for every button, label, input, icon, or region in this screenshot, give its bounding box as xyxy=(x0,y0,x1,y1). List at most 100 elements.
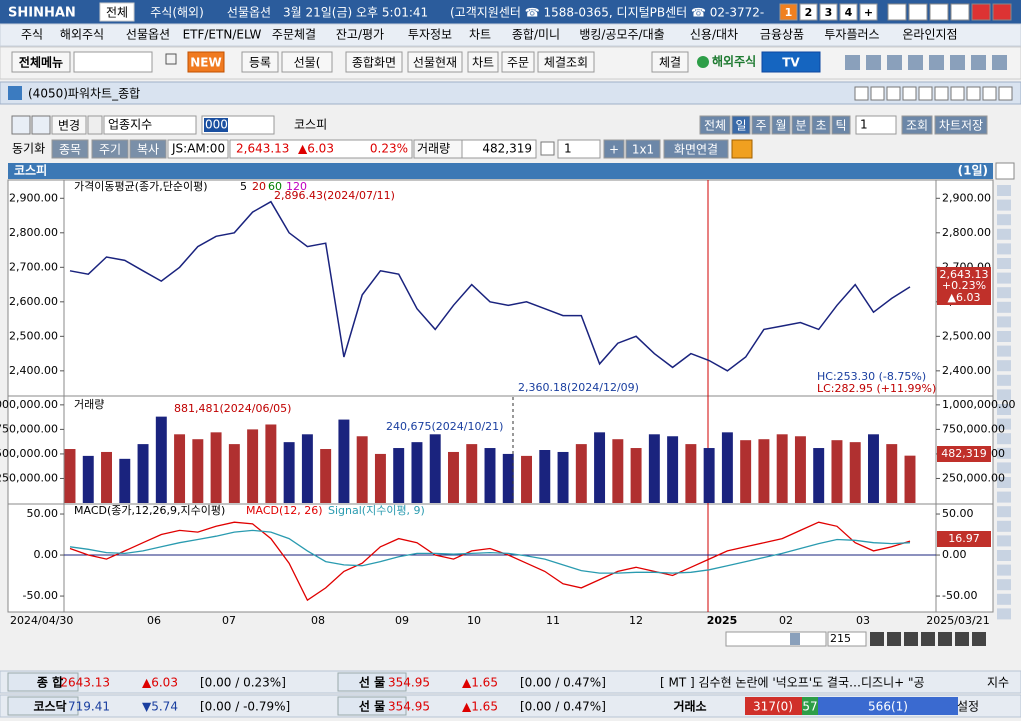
button-label[interactable]: 일 xyxy=(735,119,746,133)
scroll-button[interactable] xyxy=(955,632,969,646)
window-button[interactable] xyxy=(870,86,885,101)
menu-item[interactable]: 해외주식 xyxy=(60,28,104,42)
menu-item[interactable]: 주문체결 xyxy=(272,28,316,42)
window-icon[interactable] xyxy=(992,3,1012,21)
button[interactable] xyxy=(281,51,333,73)
window-button[interactable] xyxy=(950,86,965,101)
button[interactable] xyxy=(241,51,279,73)
scroll-button[interactable] xyxy=(921,632,935,646)
button[interactable] xyxy=(501,51,535,73)
side-tool[interactable] xyxy=(997,535,1011,547)
scroll-button[interactable] xyxy=(938,632,952,646)
button-label[interactable]: 초 xyxy=(815,119,826,133)
side-tool[interactable] xyxy=(997,462,1011,474)
side-tool[interactable] xyxy=(997,185,1011,196)
scroll-button[interactable] xyxy=(904,632,918,646)
button[interactable] xyxy=(771,115,791,135)
tool-icon[interactable] xyxy=(929,55,944,70)
menu-item[interactable]: 잔고/평가 xyxy=(336,28,384,42)
menu-item[interactable]: 온라인지점 xyxy=(902,28,957,42)
icon-button[interactable] xyxy=(31,115,51,135)
side-tool[interactable] xyxy=(997,316,1011,328)
button-label[interactable]: 화면연결 xyxy=(674,143,718,157)
button-label[interactable]: 종목 xyxy=(59,143,81,157)
button-label[interactable]: 월 xyxy=(775,119,786,133)
button-label[interactable]: 차트저장 xyxy=(939,119,983,133)
button[interactable] xyxy=(345,51,403,73)
menu-item[interactable]: 투자플러스 xyxy=(824,28,879,42)
button-label[interactable]: 체결 xyxy=(659,56,681,70)
button[interactable] xyxy=(799,3,818,21)
button[interactable] xyxy=(603,139,625,159)
button[interactable] xyxy=(187,51,225,73)
side-tool[interactable] xyxy=(997,258,1011,269)
menu-item[interactable]: 종합/미니 xyxy=(512,28,560,42)
window-icon[interactable] xyxy=(971,3,991,21)
button-label[interactable]: 3 xyxy=(825,6,833,19)
window-icon[interactable] xyxy=(950,3,970,21)
menu-item[interactable]: 투자정보 xyxy=(408,28,452,42)
status-text[interactable]: 317(0) xyxy=(753,700,793,714)
button-label[interactable]: NEW xyxy=(190,56,221,70)
side-tool[interactable] xyxy=(997,243,1011,255)
side-tool[interactable] xyxy=(997,491,1011,503)
window-icon[interactable] xyxy=(929,3,949,21)
button[interactable] xyxy=(901,115,933,135)
dropdown[interactable] xyxy=(87,115,103,135)
button-label[interactable]: + xyxy=(864,6,873,19)
button-label[interactable]: 주문 xyxy=(507,56,529,70)
button-label[interactable]: 전체메뉴 xyxy=(19,55,63,70)
side-tool[interactable] xyxy=(997,301,1011,313)
menu-item[interactable]: 차트 xyxy=(469,28,491,42)
select[interactable] xyxy=(557,139,601,159)
side-tool[interactable] xyxy=(997,287,1011,299)
side-tool[interactable] xyxy=(997,360,1011,372)
button-label[interactable]: 전체 xyxy=(704,119,726,133)
side-tool[interactable] xyxy=(997,608,1011,620)
button[interactable] xyxy=(731,115,751,135)
menu-item[interactable]: 금융상품 xyxy=(760,28,804,42)
side-tool[interactable] xyxy=(997,564,1011,576)
button[interactable] xyxy=(129,139,167,159)
button[interactable] xyxy=(537,51,595,73)
side-tool[interactable] xyxy=(997,520,1011,532)
pen-button[interactable] xyxy=(731,139,753,159)
side-tool[interactable] xyxy=(997,550,1011,561)
side-tool[interactable] xyxy=(997,374,1011,386)
side-tool[interactable] xyxy=(997,404,1011,415)
button[interactable] xyxy=(791,115,811,135)
button[interactable] xyxy=(467,51,499,73)
tab-label[interactable]: 선물옵션 xyxy=(227,6,271,20)
button-label[interactable]: 복사 xyxy=(137,143,159,157)
window-button[interactable] xyxy=(918,86,933,101)
tool-icon[interactable] xyxy=(950,55,965,70)
scroll-button[interactable] xyxy=(870,632,884,646)
tool-icon[interactable] xyxy=(887,55,902,70)
button[interactable] xyxy=(407,51,463,73)
status-text[interactable]: 지수 xyxy=(987,676,1009,690)
side-button[interactable] xyxy=(995,162,1015,180)
button[interactable] xyxy=(859,3,878,21)
button[interactable] xyxy=(11,51,71,73)
button-label[interactable]: TV xyxy=(782,56,800,70)
overseas-link[interactable]: 해외주식 xyxy=(712,54,756,69)
button[interactable] xyxy=(811,115,831,135)
side-tool[interactable] xyxy=(997,199,1011,211)
button-label[interactable]: 조회 xyxy=(906,119,928,133)
button-label[interactable]: 체결조회 xyxy=(544,56,588,70)
button[interactable] xyxy=(663,139,729,159)
count-input[interactable] xyxy=(855,115,897,135)
window-icon[interactable] xyxy=(908,3,928,21)
side-tool[interactable] xyxy=(997,506,1011,518)
side-tool[interactable] xyxy=(997,593,1011,605)
button[interactable] xyxy=(625,139,661,159)
menu-item[interactable]: 뱅킹/공모주/대출 xyxy=(579,28,664,42)
button-label[interactable]: 선물현재 xyxy=(413,56,457,70)
button-label[interactable]: 등록 xyxy=(249,56,271,70)
menu-item[interactable]: 신용/대차 xyxy=(690,28,738,42)
side-tool[interactable] xyxy=(997,214,1011,226)
window-button[interactable] xyxy=(966,86,981,101)
tool-icon[interactable] xyxy=(971,55,986,70)
checkbox[interactable] xyxy=(540,141,555,156)
button[interactable] xyxy=(651,51,689,73)
